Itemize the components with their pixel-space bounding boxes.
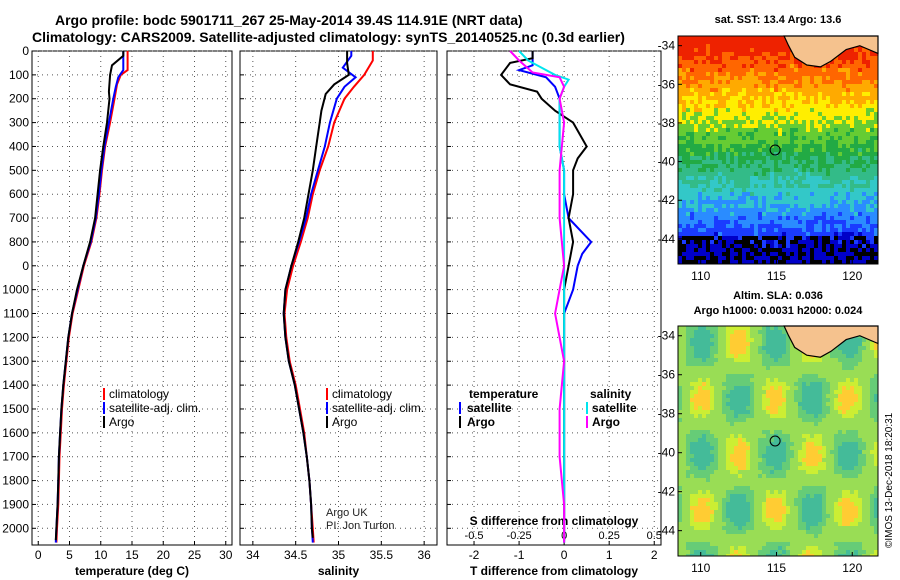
sla-map-xtick-label: 115 bbox=[767, 561, 786, 575]
sla-map-raster bbox=[678, 326, 878, 556]
sal-xtick-label: 35.5 bbox=[370, 548, 394, 562]
diff-xtick-label: 2 bbox=[651, 548, 658, 562]
diff-s-tick-label: -0.25 bbox=[507, 530, 532, 542]
sst-map-xtick-label: 120 bbox=[842, 269, 862, 283]
figure-title-line1: Argo profile: bodc 5901711_267 25-May-20… bbox=[55, 12, 523, 28]
diff-legend-label: Argo bbox=[592, 415, 620, 429]
diff-s-tick-label: -0.5 bbox=[465, 530, 484, 542]
sst-map-ytick-label: -40 bbox=[658, 155, 676, 169]
diff-series-salinity-argo bbox=[509, 50, 566, 543]
depth-tick-label: 500 bbox=[9, 163, 29, 177]
diff-s-tick-label: 0.25 bbox=[598, 530, 619, 542]
sst-map-title: sat. SST: 13.4 Argo: 13.6 bbox=[714, 14, 842, 26]
temp-xtick-label: 25 bbox=[188, 548, 202, 562]
diff-xtick-label: 0 bbox=[561, 548, 568, 562]
temp-legend-label: climatology bbox=[109, 387, 169, 401]
depth-tick-label: 1500 bbox=[2, 402, 29, 416]
sla-map-ytick-label: -34 bbox=[658, 329, 676, 343]
sst-map-xtick-label: 110 bbox=[691, 269, 710, 283]
diff-legend-label: Argo bbox=[467, 415, 495, 429]
sst-map-ytick-label: -38 bbox=[658, 116, 676, 130]
depth-tick-label: 200 bbox=[9, 92, 29, 106]
depth-tick-label: 1600 bbox=[2, 426, 29, 440]
sal-legend-label: climatology bbox=[332, 387, 392, 401]
sst-map-ytick-label: -42 bbox=[658, 193, 676, 207]
sla-map-xtick-label: 120 bbox=[842, 561, 862, 575]
figure-title-line2: Climatology: CARS2009. Satellite-adjuste… bbox=[32, 29, 625, 45]
depth-tick-label: 100 bbox=[9, 68, 29, 82]
sla-map-ytick-label: -40 bbox=[658, 446, 676, 460]
depth-tick-label: 1700 bbox=[2, 450, 29, 464]
depth-tick-label: 1900 bbox=[2, 497, 29, 511]
sst-map-raster bbox=[678, 36, 878, 264]
sst-map-ytick-label: -34 bbox=[658, 39, 676, 53]
diff-s-tick-label: 0.5 bbox=[647, 530, 662, 542]
sst-map-ytick-label: -36 bbox=[658, 77, 676, 91]
depth-tick-label: 1800 bbox=[2, 474, 29, 488]
temp-xtick-label: 15 bbox=[125, 548, 139, 562]
diff-xtick-label: -1 bbox=[514, 548, 525, 562]
sla-map-float-marker bbox=[769, 435, 781, 447]
sal-xtick-label: 34.5 bbox=[284, 548, 308, 562]
diff-s-axis-label: S difference from climatology bbox=[470, 514, 639, 528]
depth-tick-label: 1300 bbox=[2, 354, 29, 368]
salinity-annotation: PI: Jon Turton bbox=[326, 520, 394, 532]
temp-x-axis-label: temperature (deg C) bbox=[75, 564, 189, 578]
temp-legend-label: satellite-adj. clim. bbox=[109, 401, 201, 415]
depth-tick-label: 400 bbox=[9, 139, 29, 153]
temp-xtick-label: 5 bbox=[66, 548, 73, 562]
depth-tick-label: 1200 bbox=[2, 330, 29, 344]
diff-xtick-label: 1 bbox=[606, 548, 613, 562]
diff-series-salinity-satellite bbox=[518, 50, 571, 543]
depth-tick-label: 700 bbox=[9, 211, 29, 225]
diff-plot-frame bbox=[446, 50, 662, 546]
sst-map-frame bbox=[677, 35, 879, 265]
depth-tick-label: 1100 bbox=[3, 307, 29, 321]
temp-xtick-label: 0 bbox=[35, 548, 42, 562]
sal-plot-frame bbox=[239, 50, 438, 546]
diff-legend-temp-title: temperature bbox=[469, 387, 539, 401]
temp-xtick-label: 10 bbox=[94, 548, 108, 562]
diff-xtick-label: -2 bbox=[469, 548, 480, 562]
temp-plot-frame bbox=[31, 50, 233, 546]
diff-x-axis-label: T difference from climatology bbox=[470, 564, 638, 578]
depth-tick-label: 1000 bbox=[2, 283, 29, 297]
temp-xtick-label: 20 bbox=[157, 548, 171, 562]
sla-map-ytick-label: -38 bbox=[658, 407, 676, 421]
salinity-annotation: Argo UK bbox=[326, 507, 368, 519]
sst-map-float-marker bbox=[769, 144, 781, 156]
depth-tick-label: 0 bbox=[22, 259, 29, 273]
temp-xtick-label: 30 bbox=[219, 548, 233, 562]
sla-map-frame bbox=[677, 325, 879, 557]
sla-map-ytick-label: -36 bbox=[658, 368, 676, 382]
depth-tick-label: 600 bbox=[9, 187, 29, 201]
sal-legend-label: Argo bbox=[332, 415, 358, 429]
diff-legend-label: satellite bbox=[592, 401, 637, 415]
sla-map-title: Altim. SLA: 0.036 bbox=[733, 290, 823, 302]
sst-map-ytick-label: -44 bbox=[658, 232, 676, 246]
sla-map-xtick-label: 110 bbox=[691, 561, 710, 575]
sla-map-ytick-label: -42 bbox=[658, 485, 676, 499]
temp-legend-label: Argo bbox=[109, 415, 135, 429]
sal-xtick-label: 35 bbox=[332, 548, 346, 562]
depth-tick-label: 0 bbox=[22, 44, 29, 58]
depth-tick-label: 300 bbox=[9, 116, 29, 130]
sal-legend-label: satellite-adj. clim. bbox=[332, 401, 424, 415]
sal-x-axis-label: salinity bbox=[318, 564, 360, 578]
sst-map-xtick-label: 115 bbox=[767, 269, 786, 283]
sla-map-ytick-label: -44 bbox=[658, 524, 676, 538]
sal-series-argo bbox=[282, 51, 350, 538]
depth-tick-label: 800 bbox=[9, 235, 29, 249]
sal-xtick-label: 34 bbox=[246, 548, 260, 562]
diff-legend-label: satellite bbox=[467, 401, 512, 415]
depth-tick-label: 2000 bbox=[2, 521, 29, 535]
depth-tick-label: 1400 bbox=[2, 378, 29, 392]
sal-xtick-label: 36 bbox=[417, 548, 431, 562]
diff-legend-sal-title: salinity bbox=[590, 387, 632, 401]
sla-map-subtitle: Argo h1000: 0.0031 h2000: 0.024 bbox=[693, 305, 863, 317]
temp-series-argo bbox=[54, 51, 125, 541]
